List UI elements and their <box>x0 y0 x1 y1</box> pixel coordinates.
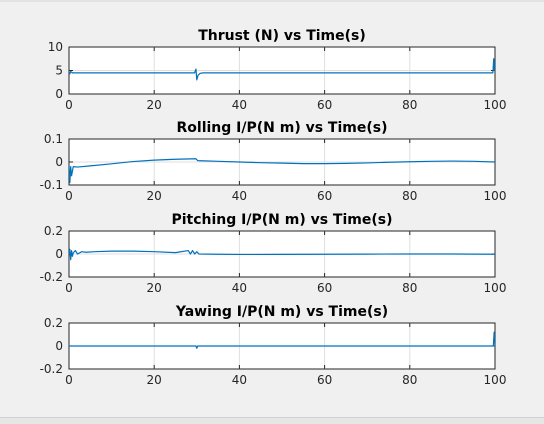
subplot-3-title: Pitching I/P(N m) vs Time(s) <box>171 212 392 228</box>
subplot-1-y-tick-label: 10 <box>48 40 63 54</box>
subplot-3-y-tick-label: 0.2 <box>44 224 63 238</box>
subplot-3-x-tick-label: 80 <box>402 281 417 295</box>
subplot-1-series-line-1 <box>69 58 495 81</box>
subplot-4-x-tick-label: 60 <box>317 373 332 387</box>
subplot-3-x-tick-label: 0 <box>65 281 73 295</box>
subplot-4-x-tick-label: 0 <box>65 373 73 387</box>
subplot-2-y-tick-label: -0.1 <box>40 178 63 192</box>
subplot-2-x-tick-label: 40 <box>232 189 247 203</box>
subplot-3-x-tick-label: 100 <box>484 281 507 295</box>
subplot-1-title: Thrust (N) vs Time(s) <box>198 28 366 44</box>
subplot-3-x-tick-label: 20 <box>147 281 162 295</box>
subplot-4-y-tick-label: -0.2 <box>40 362 63 376</box>
subplot-4-y-tick-label: 0 <box>55 339 63 353</box>
subplot-2-x-tick-label: 20 <box>147 189 162 203</box>
subplot-4-title: Yawing I/P(N m) vs Time(s) <box>175 304 388 320</box>
subplot-2-y-tick-label: 0 <box>55 155 63 169</box>
subplot-2-x-tick-label: 100 <box>484 189 507 203</box>
subplot-2-x-tick-label: 80 <box>402 189 417 203</box>
figure-top-border <box>0 0 544 2</box>
subplot-3-x-tick-label: 60 <box>317 281 332 295</box>
subplot-4-x-tick-label: 80 <box>402 373 417 387</box>
subplot-4-x-tick-label: 40 <box>232 373 247 387</box>
subplot-2-title: Rolling I/P(N m) vs Time(s) <box>177 120 388 136</box>
subplot-2-y-tick-label: 0.1 <box>44 132 63 146</box>
subplot-4-x-tick-label: 100 <box>484 373 507 387</box>
figure-footer <box>0 417 544 424</box>
subplot-4-y-tick-label: 0.2 <box>44 316 63 330</box>
subplot-1-x-tick-label: 40 <box>232 98 247 112</box>
subplot-1-x-tick-label: 80 <box>402 98 417 112</box>
subplot-4-series-line-1 <box>69 331 495 349</box>
subplot-1-x-tick-label: 0 <box>65 98 73 112</box>
subplot-3-y-tick-label: 0 <box>55 247 63 261</box>
subplot-3-series-line-1 <box>69 248 495 261</box>
subplot-1-x-tick-label: 100 <box>484 98 507 112</box>
subplot-2-x-tick-label: 0 <box>65 189 73 203</box>
subplot-4-x-tick-label: 20 <box>147 373 162 387</box>
subplot-1: 0 20 40 60 80 100 0 5 10 Thrust (N) vs Time(s) <box>48 28 507 112</box>
subplot-1-x-tick-label: 20 <box>147 98 162 112</box>
subplot-3-x-tick-label: 40 <box>232 281 247 295</box>
subplot-1-y-tick-label: 0 <box>55 87 63 101</box>
subplot-2-series-line-1 <box>69 158 495 184</box>
subplot-2-x-tick-label: 60 <box>317 189 332 203</box>
subplot-1-y-tick-label: 5 <box>55 64 63 78</box>
subplot-1-x-tick-label: 60 <box>317 98 332 112</box>
subplot-3-y-tick-label: -0.2 <box>40 270 63 284</box>
